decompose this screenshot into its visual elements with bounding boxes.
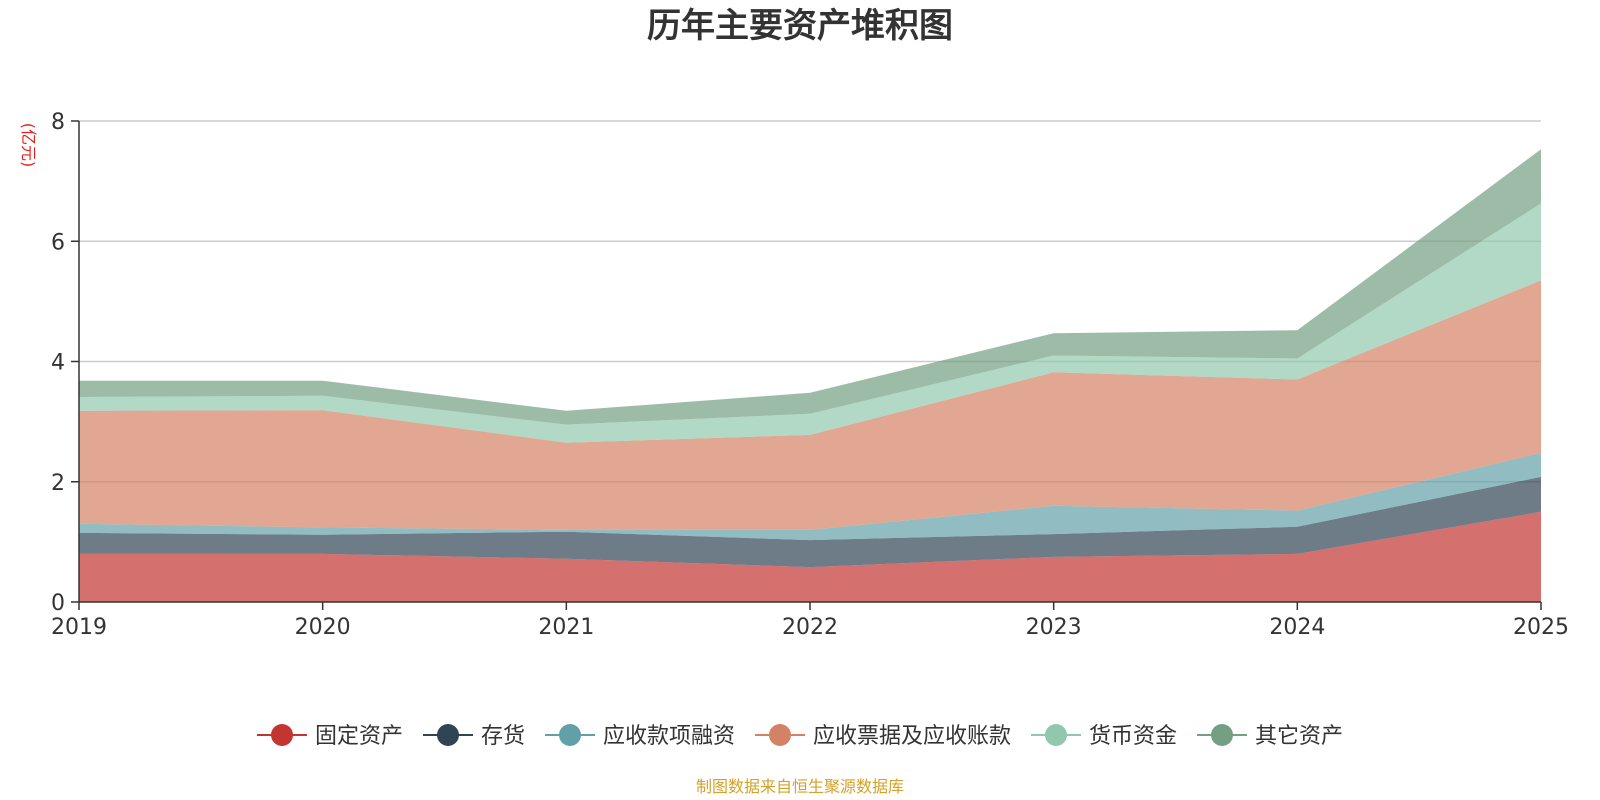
legend-item-0[interactable]: 固定资产 [257, 724, 403, 749]
legend-marker-icon [769, 724, 791, 746]
y-tick-label: 2 [51, 471, 65, 496]
area-series-5 [79, 149, 1541, 425]
legend-item-1[interactable]: 存货 [423, 724, 525, 749]
legend-item-2[interactable]: 应收款项融资 [545, 724, 735, 749]
series-areas [79, 149, 1541, 602]
legend-label: 存货 [481, 724, 525, 749]
data-source-note: 制图数据来自恒生聚源数据库 [696, 777, 904, 796]
y-tick-label: 4 [51, 351, 65, 376]
y-tick-label: 6 [51, 230, 65, 255]
x-tick-label: 2020 [295, 615, 351, 640]
area-series-1 [79, 476, 1541, 568]
area-series-2 [79, 452, 1541, 541]
x-tick-label: 2024 [1269, 615, 1325, 640]
x-tick-label: 2023 [1026, 615, 1082, 640]
x-axis-ticks: 2019 2020 2021 2022 2023 2024 2025 [51, 602, 1569, 640]
y-tick-label: 0 [51, 591, 65, 616]
legend-item-4[interactable]: 货币资金 [1031, 724, 1177, 749]
legend-marker-icon [1211, 724, 1233, 746]
legend: 固定资产 存货 应收款项融资 应收票据及应收账款 货币资金 其它资产 [257, 724, 1343, 749]
legend-marker-icon [271, 724, 293, 746]
legend-marker-icon [1045, 724, 1067, 746]
x-tick-label: 2022 [782, 615, 838, 640]
y-tick-label: 8 [51, 110, 65, 135]
x-tick-label: 2019 [51, 615, 107, 640]
y-axis-unit-label: (亿元) [19, 123, 38, 168]
x-tick-label: 2021 [538, 615, 594, 640]
legend-marker-icon [437, 724, 459, 746]
legend-marker-icon [559, 724, 581, 746]
legend-item-5[interactable]: 其它资产 [1197, 724, 1343, 749]
legend-label: 货币资金 [1089, 724, 1177, 749]
x-tick-label: 2025 [1513, 615, 1569, 640]
area-series-0 [79, 511, 1541, 602]
area-series-3 [79, 280, 1541, 530]
legend-label: 应收款项融资 [603, 724, 735, 749]
legend-label: 其它资产 [1255, 724, 1343, 749]
chart-title: 历年主要资产堆积图 [647, 6, 953, 46]
legend-item-3[interactable]: 应收票据及应收账款 [755, 724, 1011, 749]
legend-label: 应收票据及应收账款 [813, 724, 1011, 749]
legend-label: 固定资产 [315, 724, 403, 749]
y-axis-ticks: 0 2 4 6 8 [51, 110, 79, 616]
